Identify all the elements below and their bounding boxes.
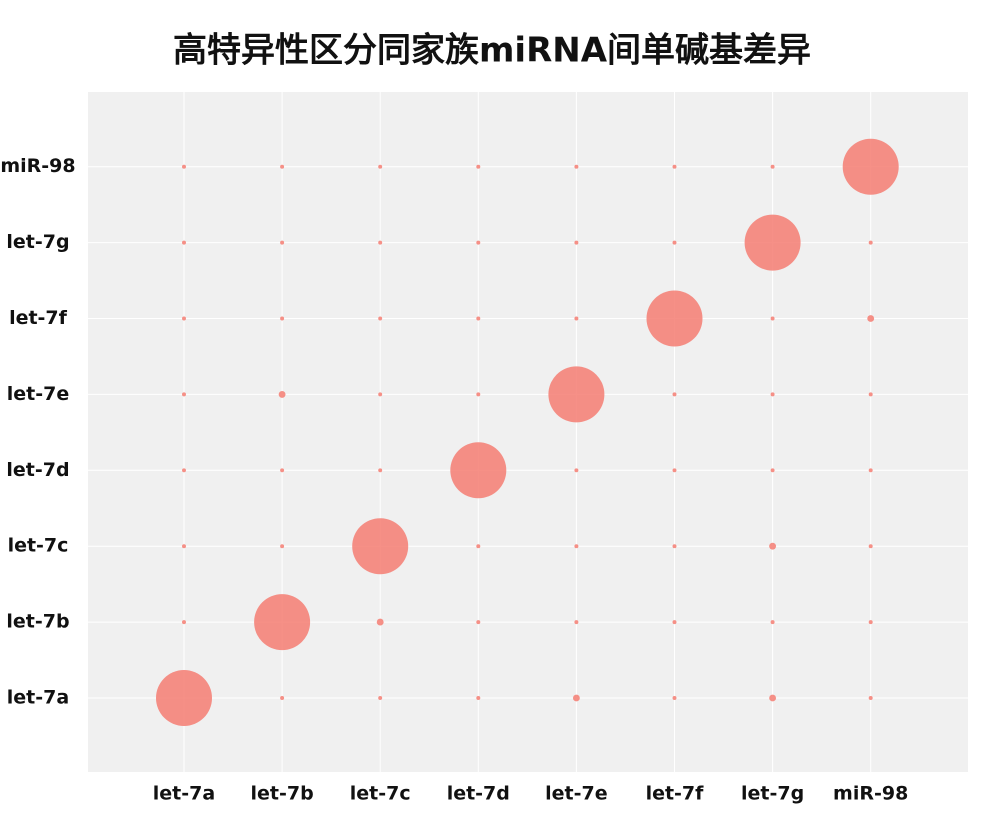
bubble <box>182 164 186 169</box>
bubble <box>548 366 605 423</box>
y-tick-label: let-7f <box>9 307 68 329</box>
bubble <box>182 544 186 549</box>
bubble <box>376 618 384 626</box>
bubble <box>672 164 677 169</box>
bubble <box>280 468 285 473</box>
bubble <box>574 468 579 473</box>
bubble <box>574 316 579 321</box>
bubble <box>476 392 481 397</box>
y-tick-label: let-7a <box>7 687 69 709</box>
bubble <box>868 696 873 700</box>
x-tick-label: let-7e <box>545 783 607 805</box>
bubble <box>476 696 481 700</box>
bubble <box>574 620 579 625</box>
bubble <box>744 214 801 271</box>
bubble <box>182 240 186 245</box>
bubble <box>182 620 186 625</box>
bubble <box>156 670 212 726</box>
bubble <box>868 392 873 397</box>
bubble <box>378 316 383 321</box>
bubble <box>646 290 703 347</box>
chart-title: 高特异性区分同家族miRNA间单碱基差异 <box>173 31 811 71</box>
bubble <box>770 316 775 321</box>
x-tick-label: let-7b <box>250 783 313 805</box>
bubble <box>476 164 481 169</box>
x-tick-label: let-7f <box>646 783 705 805</box>
bubble <box>476 620 481 625</box>
bubble <box>476 316 481 321</box>
bubble <box>770 468 775 473</box>
bubble <box>868 620 873 625</box>
bubble <box>868 240 873 245</box>
y-tick-label: let-7b <box>6 611 69 633</box>
bubble <box>672 468 677 473</box>
bubble <box>672 544 677 549</box>
plot-area <box>88 92 968 772</box>
bubble <box>476 544 481 549</box>
bubble <box>352 518 409 575</box>
x-tick-label: miR-98 <box>833 783 908 805</box>
bubble <box>378 164 383 169</box>
bubble <box>770 392 775 397</box>
bubble <box>867 315 875 322</box>
bubble <box>868 468 873 473</box>
bubble <box>182 468 186 473</box>
bubble <box>280 696 285 700</box>
y-tick-label: let-7c <box>8 535 69 557</box>
bubble <box>868 544 873 549</box>
bubble <box>182 392 186 397</box>
bubble <box>182 316 186 321</box>
y-tick-label: let-7g <box>6 231 69 253</box>
bubble <box>476 240 481 245</box>
bubble <box>280 544 285 549</box>
x-tick-label: let-7c <box>350 783 411 805</box>
bubble <box>280 316 285 321</box>
y-tick-label: miR-98 <box>0 155 75 177</box>
x-tick-label: let-7d <box>447 783 510 805</box>
bubble <box>378 468 383 473</box>
bubble <box>450 442 507 499</box>
bubble <box>770 164 775 169</box>
bubble <box>672 240 677 245</box>
bubble <box>672 620 677 625</box>
bubble <box>280 164 285 169</box>
bubble <box>254 594 311 651</box>
bubble <box>769 694 777 702</box>
bubble <box>378 696 383 700</box>
bubble <box>769 542 777 550</box>
x-tick-label: let-7a <box>153 783 215 805</box>
bubble <box>574 544 579 549</box>
bubble <box>572 694 580 702</box>
bubble <box>672 392 677 397</box>
bubble <box>278 390 286 398</box>
bubble <box>770 620 775 625</box>
y-tick-label: let-7e <box>7 383 69 405</box>
x-tick-label: let-7g <box>741 783 804 805</box>
bubble <box>378 240 383 245</box>
bubble <box>672 696 677 700</box>
bubble <box>378 392 383 397</box>
bubble <box>842 138 899 195</box>
bubble <box>280 240 285 245</box>
bubble <box>574 164 579 169</box>
bubble <box>574 240 579 245</box>
y-tick-label: let-7d <box>6 459 69 481</box>
